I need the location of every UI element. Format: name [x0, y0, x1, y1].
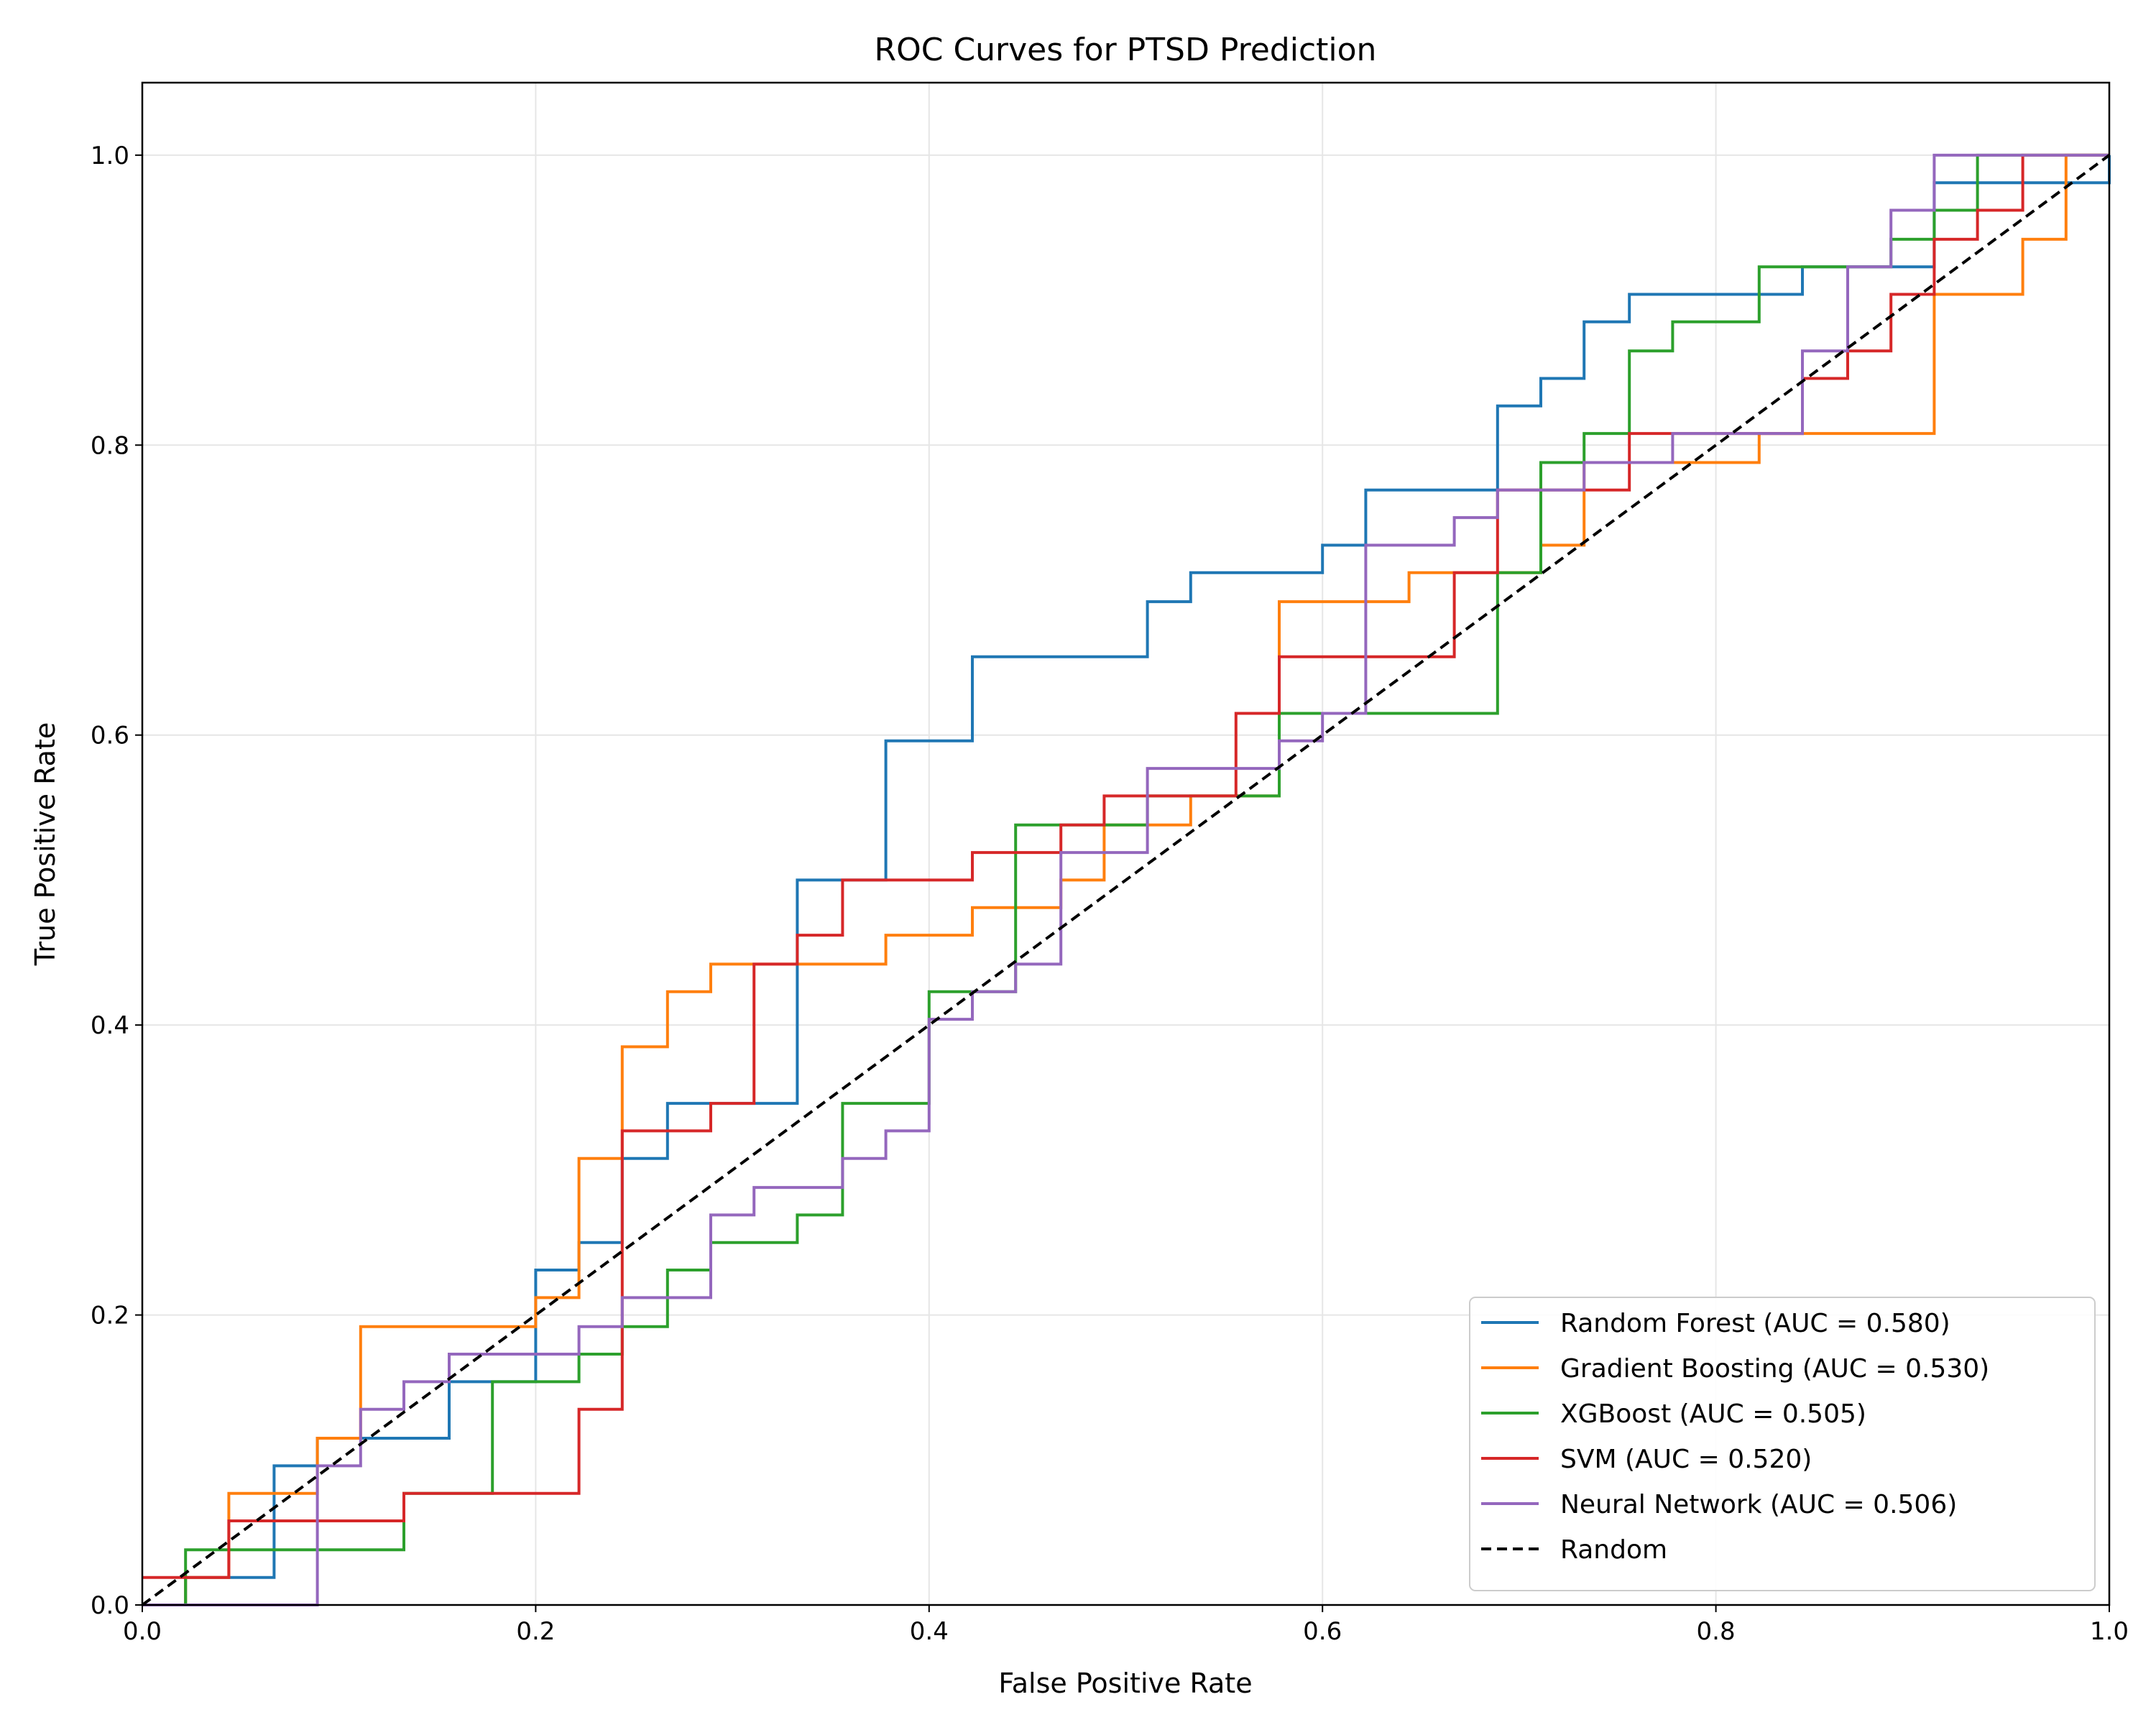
plot-frame	[141, 81, 2111, 1606]
series-line-5	[141, 154, 2111, 1606]
series-layer	[141, 153, 2111, 1606]
series-line-4	[142, 153, 2109, 1606]
y-tick-label: 0.4	[91, 1011, 129, 1040]
legend-box	[1469, 1297, 2096, 1591]
y-tick-label: 0.2	[91, 1302, 129, 1330]
series-line-0	[142, 155, 2111, 1606]
x-ticks: 0.0 0.2 0.4 0.6 0.8 1.0	[123, 1605, 2129, 1646]
y-tick-label: 1.0	[91, 142, 129, 170]
y-tick-label: 0.8	[91, 431, 129, 460]
x-axis-label: False Positive Rate	[998, 1668, 1252, 1699]
y-axis-label: True Positive Rate	[29, 722, 61, 967]
legend-label: Random	[1560, 1535, 1667, 1565]
legend-label: SVM (AUC = 0.520)	[1560, 1445, 1812, 1474]
legend-label: XGBoost (AUC = 0.505)	[1560, 1399, 1866, 1429]
x-tick-label: 0.6	[1303, 1617, 1342, 1646]
y-tick-label: 0.6	[91, 722, 129, 750]
y-ticks: 0.0 0.2 0.4 0.6 0.8 1.0	[91, 142, 142, 1620]
chart-title: ROC Curves for PTSD Prediction	[875, 32, 1377, 68]
x-tick-label: 0.8	[1697, 1617, 1736, 1646]
series-line-3	[142, 153, 2109, 1579]
x-tick-label: 0.4	[910, 1617, 949, 1646]
x-tick-label: 1.0	[2090, 1617, 2129, 1646]
x-tick-label: 0.0	[123, 1617, 162, 1646]
legend-label: Gradient Boosting (AUC = 0.530)	[1560, 1354, 1989, 1384]
legend-label: Random Forest (AUC = 0.580)	[1560, 1309, 1950, 1338]
y-tick-label: 0.0	[91, 1591, 129, 1620]
legend-label: Neural Network (AUC = 0.506)	[1560, 1490, 1957, 1519]
x-tick-label: 0.2	[516, 1617, 555, 1646]
legend: Random Forest (AUC = 0.580) Gradient Boos…	[1469, 1297, 2096, 1591]
